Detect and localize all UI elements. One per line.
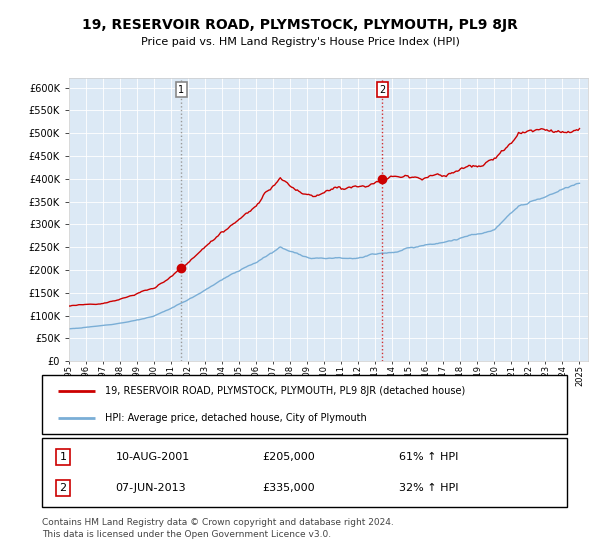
Text: 19, RESERVOIR ROAD, PLYMSTOCK, PLYMOUTH, PL9 8JR: 19, RESERVOIR ROAD, PLYMSTOCK, PLYMOUTH,…	[82, 18, 518, 32]
Text: 2: 2	[379, 85, 386, 95]
Text: 1: 1	[59, 452, 67, 462]
Text: 10-AUG-2001: 10-AUG-2001	[115, 452, 190, 462]
Text: 32% ↑ HPI: 32% ↑ HPI	[399, 483, 458, 493]
Text: 1: 1	[178, 85, 184, 95]
Text: HPI: Average price, detached house, City of Plymouth: HPI: Average price, detached house, City…	[105, 413, 367, 423]
Text: 61% ↑ HPI: 61% ↑ HPI	[399, 452, 458, 462]
Text: 07-JUN-2013: 07-JUN-2013	[115, 483, 186, 493]
Text: 2: 2	[59, 483, 67, 493]
Text: Price paid vs. HM Land Registry's House Price Index (HPI): Price paid vs. HM Land Registry's House …	[140, 37, 460, 47]
Text: 19, RESERVOIR ROAD, PLYMSTOCK, PLYMOUTH, PL9 8JR (detached house): 19, RESERVOIR ROAD, PLYMSTOCK, PLYMOUTH,…	[105, 386, 465, 396]
Text: Contains HM Land Registry data © Crown copyright and database right 2024.
This d: Contains HM Land Registry data © Crown c…	[42, 518, 394, 539]
Text: £335,000: £335,000	[263, 483, 315, 493]
Text: £205,000: £205,000	[263, 452, 315, 462]
